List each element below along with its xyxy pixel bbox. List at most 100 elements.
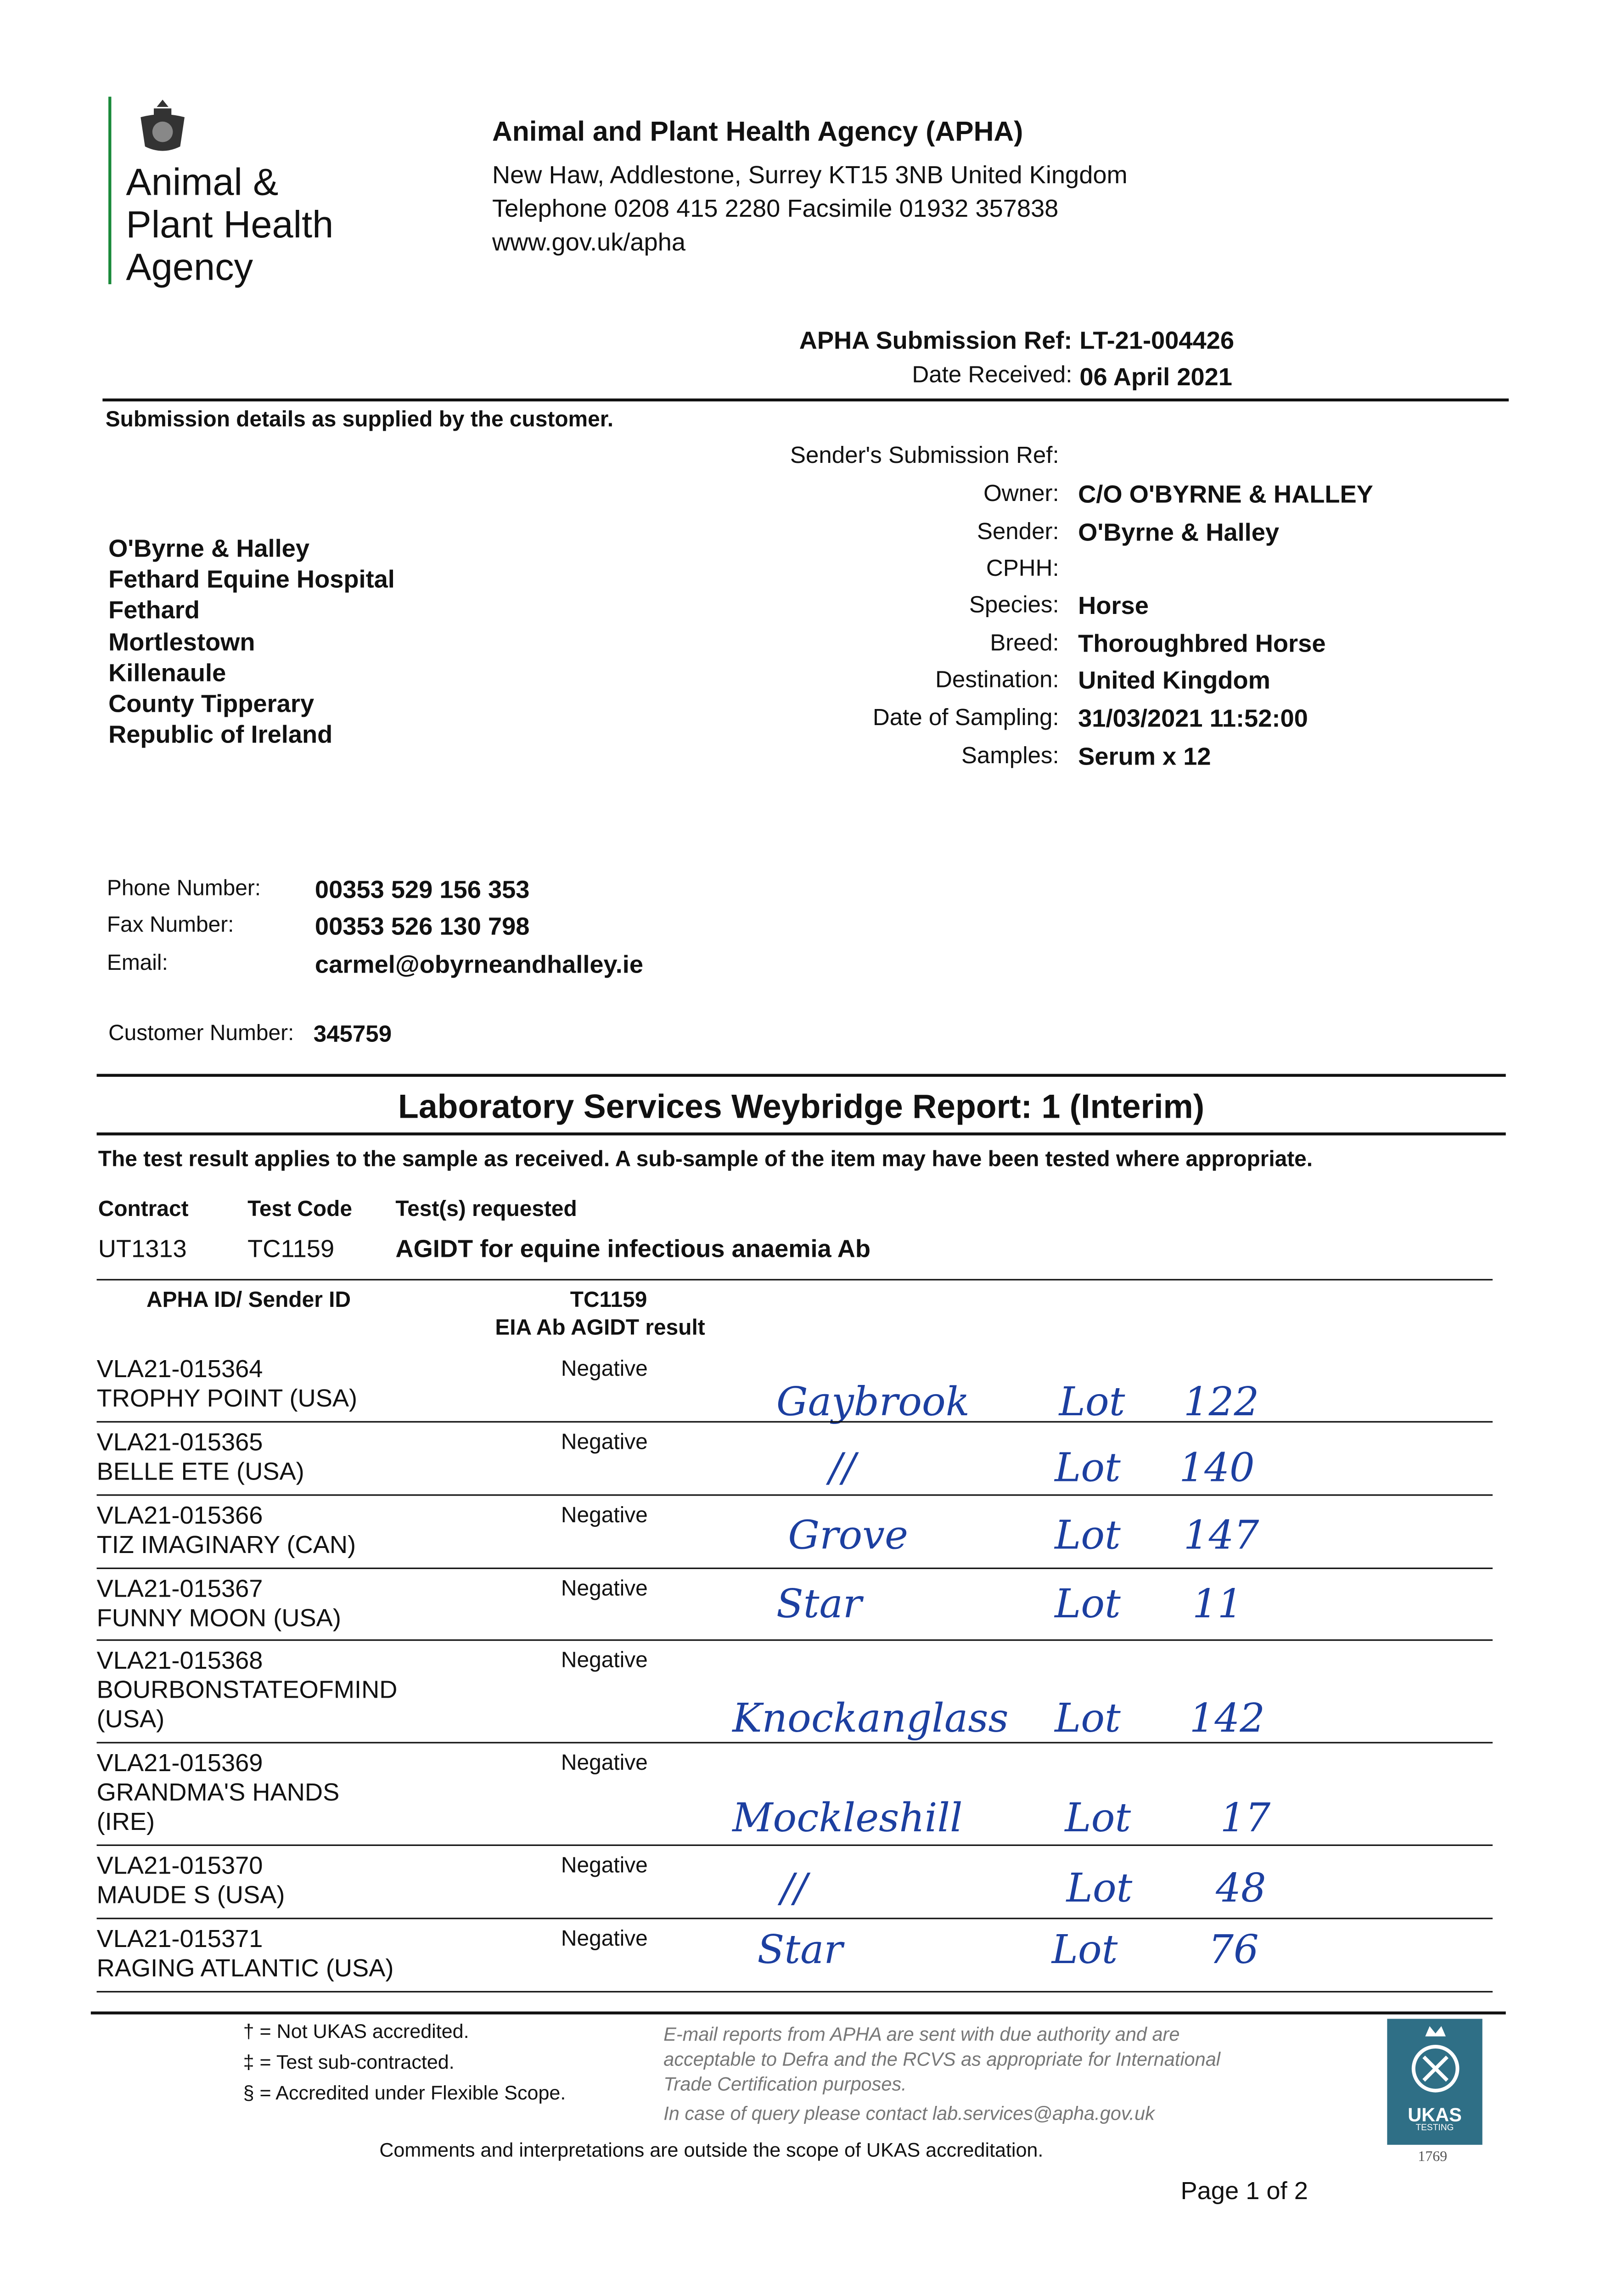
- address-line: Mortlestown: [108, 628, 255, 656]
- horse-name: MAUDE S (USA): [96, 1881, 285, 1909]
- row-divider: [96, 1991, 1493, 1992]
- submission-ref-value: LT-21-004426: [1079, 326, 1235, 355]
- divider: [96, 1074, 1506, 1077]
- handwritten-note: Lot: [1065, 1796, 1131, 1842]
- customer-number-value: 345759: [313, 1022, 392, 1048]
- result-value: Negative: [561, 1576, 648, 1602]
- detail-value: United Kingdom: [1078, 666, 1270, 695]
- test-code-value: TC1159: [247, 1235, 335, 1263]
- detail-label: Breed:: [990, 631, 1059, 657]
- sample-id: VLA21-015367: [96, 1575, 263, 1603]
- result-value: Negative: [561, 1648, 648, 1673]
- sample-id: VLA21-015366: [96, 1502, 263, 1530]
- detail-label: Destination:: [935, 668, 1059, 693]
- detail-label: Owner:: [983, 482, 1059, 507]
- handwritten-note: //: [781, 1866, 808, 1912]
- logo-line: Plant Health: [126, 202, 334, 246]
- divider: [102, 398, 1509, 402]
- horse-name: TROPHY POINT (USA): [96, 1384, 358, 1412]
- ukas-sub: TESTING: [1415, 2124, 1454, 2133]
- royal-coat-of-arms-icon: [140, 99, 185, 151]
- agency-address: New Haw, Addlestone, Surrey KT15 3NB Uni…: [492, 161, 1128, 189]
- note-line: E-mail reports from APHA are sent with d…: [663, 2023, 1180, 2045]
- address-line: Killenaule: [108, 659, 226, 687]
- ukas-number: 1769: [1418, 2149, 1448, 2166]
- result-value: Negative: [561, 1853, 648, 1879]
- result-column-header: EIA Ab AGIDT result: [495, 1315, 705, 1341]
- tests-requested-value: AGIDT for equine infectious anaemia Ab: [395, 1235, 871, 1263]
- detail-value: 31/03/2021 11:52:00: [1078, 704, 1308, 733]
- contact-value: carmel@obyrneandhalley.ie: [314, 951, 644, 979]
- date-received-label: Date Received:: [912, 363, 1073, 388]
- test-code-header: Test Code: [247, 1197, 352, 1222]
- logo-line: Animal &: [126, 159, 279, 204]
- row-divider: [96, 1421, 1493, 1423]
- handwritten-note: Knockanglass: [732, 1696, 1009, 1742]
- result-value: Negative: [561, 1356, 648, 1382]
- sample-id: VLA21-015364: [96, 1355, 263, 1383]
- handwritten-note: Grove: [788, 1513, 908, 1559]
- logo-accent-bar: [108, 96, 112, 284]
- horse-origin: (USA): [96, 1705, 165, 1733]
- row-divider: [96, 1494, 1493, 1496]
- handwritten-note: Lot: [1055, 1513, 1121, 1559]
- date-received-value: 06 April 2021: [1079, 363, 1233, 391]
- handwritten-note: Lot: [1051, 1928, 1118, 1974]
- sample-id: VLA21-015370: [96, 1851, 263, 1880]
- result-value: Negative: [561, 1926, 648, 1952]
- legend-item: † = Not UKAS accredited.: [243, 2020, 469, 2043]
- handwritten-note: //: [829, 1446, 856, 1491]
- customer-address: O'Byrne & Halley Fethard Equine Hospital…: [108, 533, 395, 751]
- logo-text: Animal & Plant Health Agency: [126, 159, 334, 289]
- address-line: O'Byrne & Halley: [108, 535, 310, 563]
- handwritten-note: 140: [1179, 1446, 1255, 1491]
- detail-label: Sender's Submission Ref:: [790, 444, 1059, 469]
- report-note: The test result applies to the sample as…: [98, 1147, 1313, 1172]
- report-title: Laboratory Services Weybridge Report: 1 …: [398, 1087, 1205, 1125]
- row-divider: [96, 1918, 1493, 1919]
- note-line: Trade Certification purposes.: [663, 2073, 907, 2095]
- handwritten-note: 142: [1189, 1696, 1265, 1742]
- detail-label: CPHH:: [986, 557, 1059, 582]
- handwritten-note: Lot: [1055, 1582, 1121, 1628]
- detail-value: Serum x 12: [1078, 743, 1211, 771]
- row-divider: [96, 1742, 1493, 1744]
- address-line: County Tipperary: [108, 690, 314, 718]
- comments-disclaimer: Comments and interpretations are outside…: [379, 2138, 1044, 2161]
- handwritten-note: Mockleshill: [732, 1796, 963, 1842]
- divider: [90, 2011, 1506, 2015]
- customer-number-label: Customer Number:: [108, 1021, 294, 1046]
- tests-requested-header: Test(s) requested: [395, 1197, 577, 1222]
- horse-name: RAGING ATLANTIC (USA): [96, 1954, 394, 1982]
- handwritten-note: Lot: [1059, 1380, 1125, 1426]
- handwritten-note: 48: [1216, 1866, 1266, 1912]
- handwritten-note: 122: [1183, 1380, 1259, 1426]
- submission-heading: Submission details as supplied by the cu…: [105, 407, 614, 433]
- result-value: Negative: [561, 1429, 648, 1455]
- query-contact: In case of query please contact lab.serv…: [663, 2102, 1155, 2125]
- legend-item: § = Accredited under Flexible Scope.: [243, 2082, 566, 2104]
- contract-header: Contract: [98, 1197, 189, 1222]
- horse-name: TIZ IMAGINARY (CAN): [96, 1531, 356, 1559]
- note-line: acceptable to Defra and the RCVS as appr…: [663, 2048, 1221, 2071]
- horse-name: FUNNY MOON (USA): [96, 1604, 341, 1632]
- row-divider: [96, 1639, 1493, 1641]
- detail-label: Sender:: [977, 520, 1059, 545]
- detail-label: Samples:: [961, 744, 1059, 769]
- handwritten-note: Star: [776, 1582, 862, 1628]
- email-note: E-mail reports from APHA are sent with d…: [663, 2022, 1220, 2097]
- code-column-header: TC1159: [570, 1288, 647, 1313]
- detail-value: Thoroughbred Horse: [1078, 630, 1326, 658]
- page-number: Page 1 of 2: [1180, 2177, 1308, 2205]
- address-line: Fethard Equine Hospital: [108, 566, 395, 594]
- address-line: Fethard: [108, 597, 200, 625]
- divider: [96, 1132, 1506, 1136]
- horse-origin: (IRE): [96, 1807, 155, 1836]
- handwritten-note: Lot: [1066, 1866, 1133, 1912]
- agency-name: Animal and Plant Health Agency (APHA): [492, 117, 1023, 148]
- detail-label: Species:: [969, 593, 1059, 619]
- agency-phone: Telephone 0208 415 2280 Facsimile 01932 …: [492, 195, 1059, 223]
- handwritten-note: Star: [757, 1928, 843, 1974]
- contact-value: 00353 526 130 798: [314, 912, 530, 941]
- contract-value: UT1313: [98, 1235, 187, 1263]
